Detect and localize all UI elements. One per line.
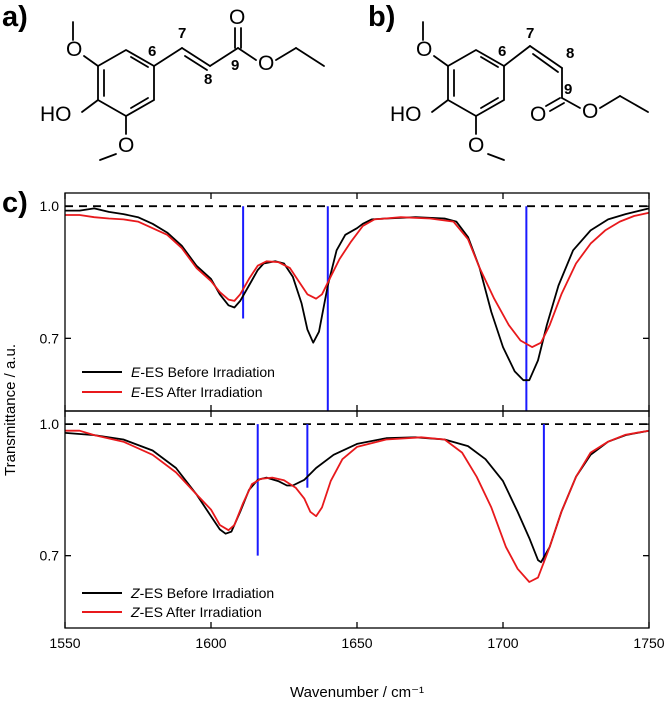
panel-label-b: b): [368, 1, 395, 33]
structure-a-pos-8: 8: [204, 71, 212, 88]
structure-b-pos-8: 8: [566, 45, 574, 62]
structure-b-carbonyl: [549, 102, 565, 112]
structure-b-atom-ho: HO: [390, 103, 422, 126]
legend-label-before: E-ES Before Irradiation: [131, 364, 275, 380]
structure-b-bond: [503, 45, 531, 67]
structure-b-atom-o: O: [468, 134, 484, 157]
structure-b-atom-o: O: [416, 38, 432, 61]
panel-label-a: a): [2, 1, 28, 33]
structure-a-bond: [83, 55, 99, 67]
structure-a: [72, 21, 325, 161]
series-line-after: [65, 211, 650, 348]
y-tick-label: 0.7: [40, 330, 60, 346]
structure-a-pos-7: 7: [178, 25, 186, 42]
structure-b-ring-double: [480, 97, 499, 109]
structure-a-ring-double: [130, 97, 149, 109]
panel-label-c: c): [2, 187, 28, 219]
structure-a-labels: O HO O O O: [40, 6, 274, 157]
series-line-before: [65, 207, 650, 382]
structure-a-bond: [209, 47, 239, 67]
lower-legend: Z-ES Before Irradiation Z-ES After Irrad…: [82, 585, 274, 620]
structure-b-bond: [529, 45, 563, 69]
upper-panel-plot: 0.7 1.0: [40, 193, 650, 411]
series-line-after: [65, 429, 650, 583]
y-tick-label: 1.0: [40, 198, 60, 214]
y-tick-label: 0.7: [40, 548, 60, 564]
x-tick-label: 1550: [49, 635, 80, 651]
structure-a-atom-o: O: [66, 38, 82, 61]
structure-b-labels: O HO O O O: [390, 38, 598, 157]
structure-a-bond: [153, 47, 183, 67]
structure-a-double: [184, 55, 208, 71]
legend-label-before: Z-ES Before Irradiation: [130, 585, 274, 601]
structure-b-carbonyl: [545, 97, 561, 107]
structure-b: [422, 21, 649, 161]
structure-a-ring-double: [130, 56, 149, 68]
upper-legend: E-ES Before Irradiation E-ES After Irrad…: [82, 364, 275, 400]
structure-b-double: [532, 53, 559, 73]
series-line-before: [64, 429, 650, 564]
structure-a-bond: [99, 153, 117, 161]
structure-a-bond: [275, 47, 297, 61]
structure-b-bond: [431, 99, 449, 113]
structure-b-bond: [619, 95, 649, 113]
structure-b-pos-6: 6: [498, 43, 506, 60]
structure-a-bond: [181, 47, 211, 67]
structure-a-pos-9: 9: [231, 57, 239, 74]
structure-a-pos-6: 6: [148, 43, 156, 60]
structure-a-atom-o: O: [229, 6, 245, 29]
x-tick-label: 1700: [487, 635, 518, 651]
structure-b-numbers: 6 7 8 9: [498, 25, 574, 98]
y-axis-label: Transmittance / a.u.: [2, 344, 19, 476]
structure-b-atom-o: O: [582, 100, 598, 123]
structure-b-ring: [447, 48, 505, 118]
y-tick-label: 1.0: [40, 416, 60, 432]
structure-a-ring: [97, 48, 155, 118]
structure-a-atom-ho: HO: [40, 103, 72, 126]
structure-b-bond: [433, 55, 449, 67]
chart-area: 0.7 1.0 0.7 1.0 1550 1600 1650 1700 1750: [40, 193, 664, 651]
lower-panel-frame: [64, 410, 650, 629]
x-axis-label: Wavenumber / cm⁻¹: [290, 684, 424, 701]
legend-label-after: E-ES After Irradiation: [131, 384, 263, 400]
x-tick-label: 1600: [195, 635, 226, 651]
structure-a-atom-o: O: [258, 52, 274, 75]
structure-b-bond: [599, 95, 621, 109]
structure-a-atom-o: O: [118, 134, 134, 157]
structure-b-ring-double: [480, 56, 499, 68]
structure-b-atom-o: O: [530, 103, 546, 126]
structure-b-bond: [561, 97, 581, 109]
lower-panel-plot: 0.7 1.0 1550 1600 1650 1700 1750: [40, 411, 664, 651]
x-tick-label: 1750: [633, 635, 664, 651]
structure-b-pos-7: 7: [526, 25, 534, 42]
structure-a-bond: [237, 47, 257, 61]
structure-b-bond: [487, 153, 505, 161]
x-tick-label: 1650: [341, 635, 372, 651]
structure-a-bond: [295, 47, 325, 67]
structure-a-bond: [81, 99, 99, 113]
legend-label-after: Z-ES After Irradiation: [130, 604, 262, 620]
structure-a-numbers: 6 7 8 9: [148, 25, 239, 88]
structure-b-pos-9: 9: [564, 81, 572, 98]
